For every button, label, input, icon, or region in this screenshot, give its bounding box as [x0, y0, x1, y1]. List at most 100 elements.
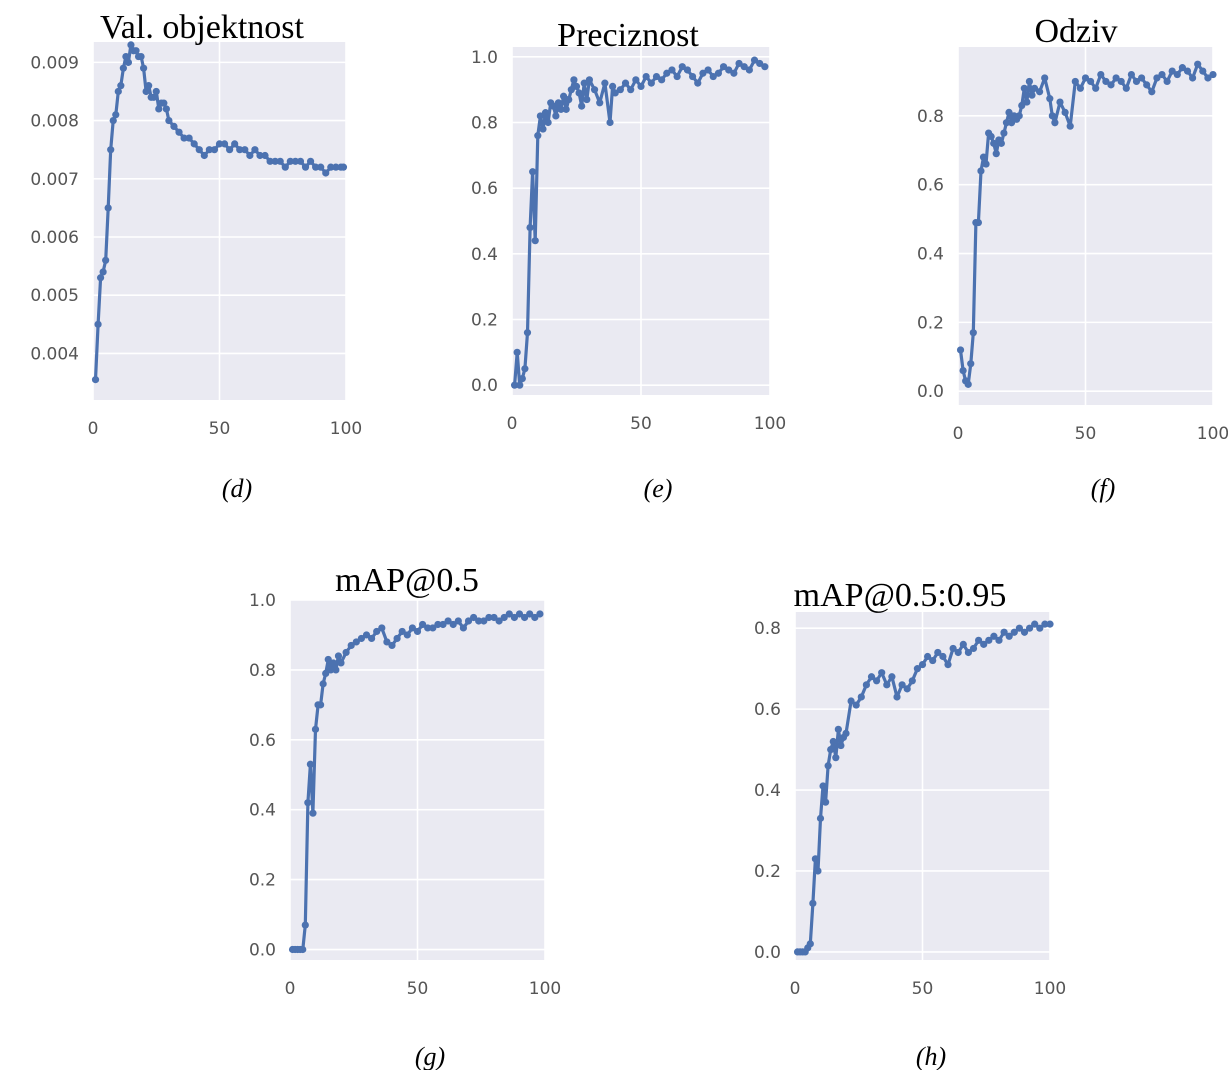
data-point-h-34 [918, 661, 927, 669]
data-point-f-35 [1056, 98, 1064, 106]
data-point-g-38 [434, 620, 442, 629]
chart-panel-f: 0 50 100 0.0 0.2 0.4 0.6 0.8 Odziv (f) [917, 13, 1228, 503]
chart-panel-d: 0 50 100 0.004 0.005 0.006 0.007 0.008 0.009 Val.… [30, 9, 362, 503]
data-point-h-31 [903, 685, 911, 693]
data-point-f-62 [1194, 60, 1202, 68]
data-point-f-39 [1076, 84, 1084, 92]
data-point-e-38 [627, 86, 635, 94]
data-point-g-50 [495, 617, 503, 625]
data-point-d-30 [170, 122, 178, 131]
data-point-g-33 [408, 624, 416, 632]
data-point-f-64 [1204, 74, 1212, 82]
data-point-e-15 [549, 102, 557, 110]
data-point-h-36 [929, 656, 937, 665]
data-point-f-42 [1092, 84, 1100, 92]
data-point-d-58 [312, 163, 320, 171]
data-point-f-51 [1138, 74, 1146, 82]
data-point-e-27 [580, 79, 588, 87]
data-point-g-11 [317, 701, 325, 709]
data-point-f-20 [1007, 119, 1016, 127]
data-point-f-12 [987, 132, 995, 141]
data-point-g-42 [454, 617, 462, 625]
data-point-e-48 [678, 63, 686, 71]
data-point-g-7 [306, 760, 314, 768]
data-point-d-39 [215, 140, 224, 148]
data-point-h-30 [898, 681, 906, 689]
data-point-d-54 [291, 157, 299, 165]
data-point-h-42 [959, 640, 967, 648]
x-tick-label-g-1: 50 [407, 979, 429, 999]
y-tick-label-e-3: 0.6 [471, 179, 498, 199]
data-point-f-29 [1030, 84, 1039, 92]
data-point-d-49 [266, 157, 274, 165]
data-point-e-46 [668, 66, 676, 74]
data-point-g-27 [378, 624, 386, 632]
data-point-f-65 [1209, 70, 1217, 79]
data-point-e-4 [521, 365, 529, 373]
data-point-d-41 [226, 146, 234, 154]
data-point-g-13 [322, 669, 330, 677]
data-point-e-6 [526, 223, 534, 232]
data-point-g-23 [357, 634, 365, 643]
data-point-f-14 [992, 150, 1000, 158]
data-point-e-9 [534, 132, 542, 140]
data-point-g-41 [449, 620, 457, 629]
data-point-d-28 [162, 105, 170, 113]
data-point-e-33 [606, 118, 614, 127]
x-tick-label-d-2: 100 [330, 419, 362, 439]
data-point-f-43 [1097, 70, 1105, 79]
data-point-d-16 [132, 47, 140, 55]
data-point-g-46 [475, 617, 483, 625]
data-point-d-46 [251, 146, 259, 154]
x-tick-label-h-0: 0 [790, 979, 801, 999]
y-tick-label-g-3: 0.6 [249, 731, 276, 751]
data-point-d-53 [286, 157, 294, 165]
data-point-e-1 [513, 348, 521, 356]
data-point-e-43 [652, 72, 661, 81]
chart-panel-h: 0 50 100 0.0 0.2 0.4 0.6 0.8 mAP@0.5:0.95 (h) [754, 577, 1066, 1070]
data-point-f-8 [977, 167, 985, 175]
chart-title-h: mAP@0.5:0.95 [794, 577, 1007, 614]
data-point-e-52 [699, 69, 707, 77]
data-point-g-35 [419, 620, 427, 629]
data-point-e-24 [572, 82, 581, 90]
data-point-f-17 [1000, 129, 1008, 137]
data-point-d-52 [281, 163, 289, 171]
data-point-h-55 [1026, 624, 1034, 632]
data-point-d-40 [220, 140, 229, 148]
data-point-f-53 [1148, 88, 1156, 96]
data-point-h-17 [837, 741, 845, 750]
data-point-g-32 [403, 631, 411, 639]
data-point-f-18 [1002, 119, 1011, 127]
panel-caption-f: (f) [1091, 474, 1116, 503]
data-point-g-43 [459, 624, 467, 632]
data-point-e-49 [683, 66, 692, 74]
data-point-d-60 [322, 169, 330, 177]
data-point-f-37 [1066, 122, 1074, 130]
data-point-e-7 [529, 168, 537, 176]
data-point-d-21 [145, 82, 153, 90]
data-point-g-40 [444, 617, 452, 625]
data-point-g-19 [337, 659, 345, 667]
data-point-h-7 [811, 855, 820, 863]
data-point-h-56 [1031, 620, 1039, 628]
y-tick-label-g-2: 0.4 [249, 801, 276, 821]
data-point-g-29 [388, 641, 396, 650]
data-point-h-16 [834, 725, 842, 733]
data-point-e-58 [730, 69, 738, 77]
data-point-d-43 [236, 146, 244, 154]
data-point-h-33 [913, 665, 922, 673]
data-point-h-29 [893, 693, 901, 701]
y-tick-label-d-5: 0.009 [30, 53, 79, 73]
data-point-e-2 [516, 381, 524, 389]
data-point-d-24 [152, 87, 160, 96]
data-point-h-39 [944, 661, 952, 669]
y-tick-label-d-3: 0.007 [30, 170, 79, 190]
y-tick-label-h-3: 0.6 [754, 700, 781, 720]
chart-title-f: Odziv [1034, 13, 1117, 50]
data-point-e-29 [585, 76, 594, 84]
data-point-d-18 [137, 52, 145, 61]
data-point-e-50 [689, 72, 697, 81]
data-point-h-57 [1036, 624, 1044, 632]
